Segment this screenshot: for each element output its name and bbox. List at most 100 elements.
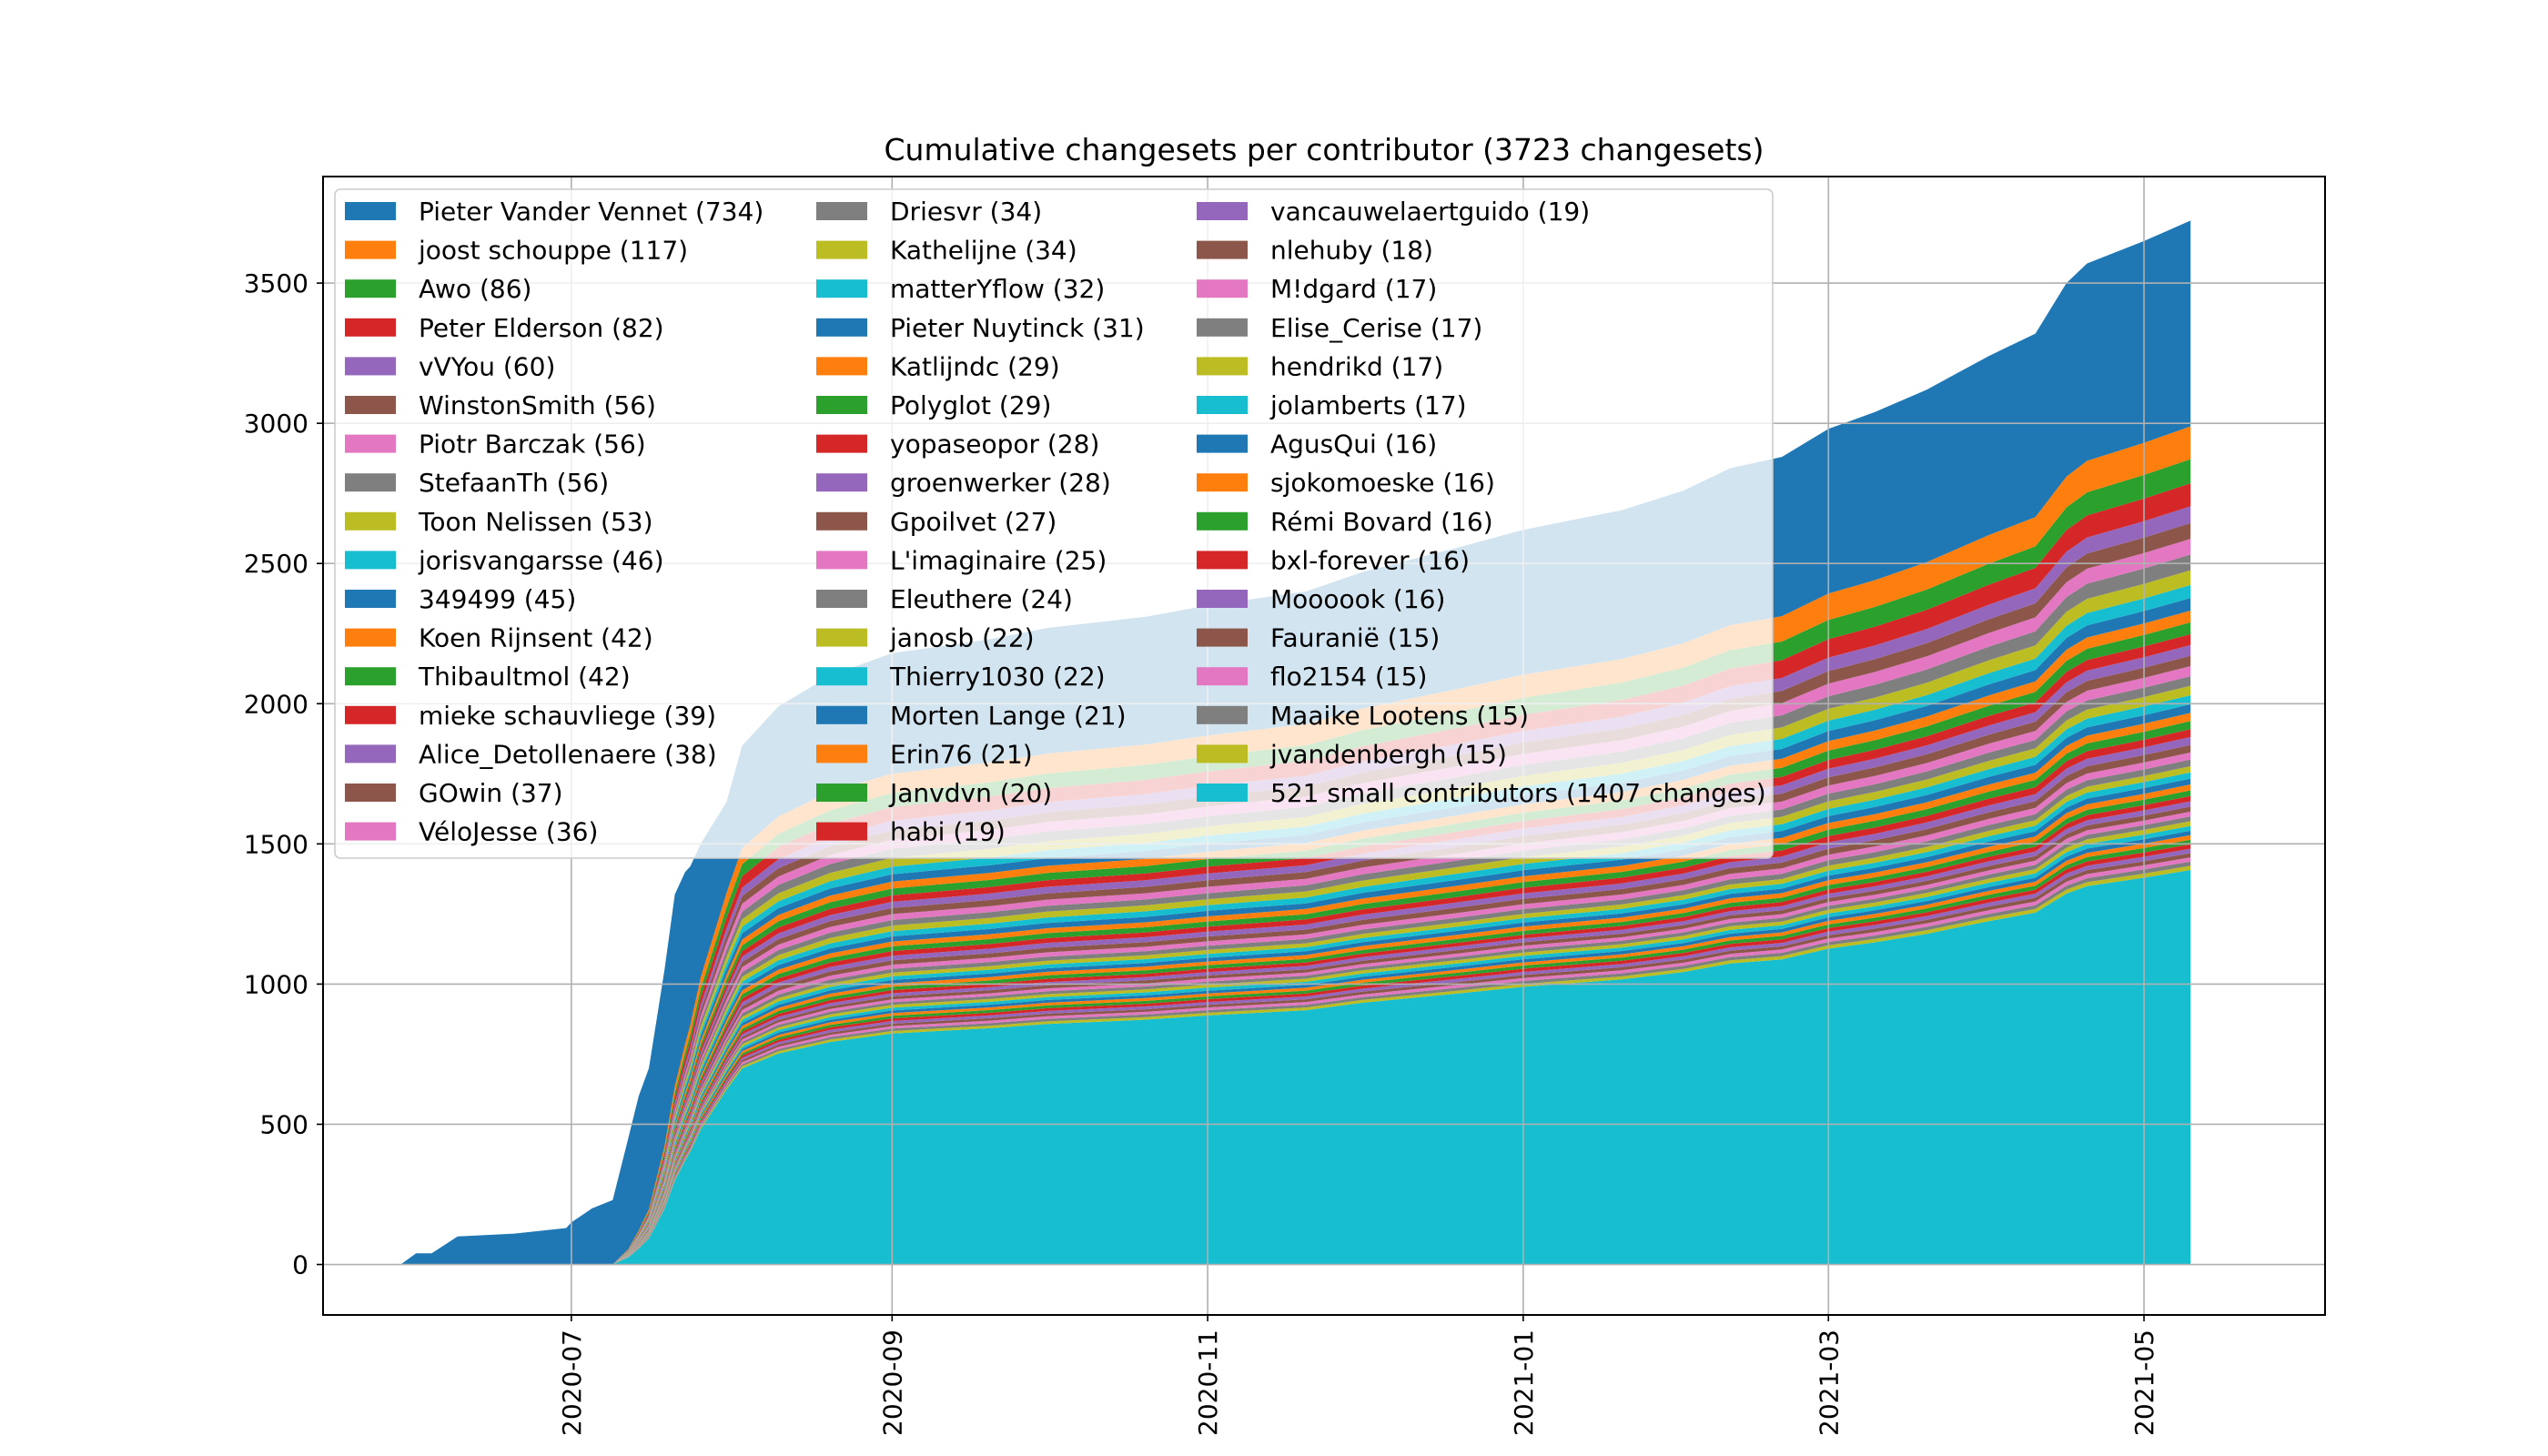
legend-swatch	[1197, 434, 1248, 453]
y-tick-label: 3000	[244, 409, 308, 439]
legend-label: Moooook (16)	[1270, 584, 1445, 614]
legend-swatch	[1197, 396, 1248, 414]
legend-swatch	[345, 551, 396, 570]
legend-label: nlehuby (18)	[1270, 236, 1433, 266]
legend-label: Elise_Cerise (17)	[1270, 313, 1482, 343]
legend-label: WinstonSmith (56)	[419, 390, 656, 420]
legend-label: 521 small contributors (1407 changes)	[1270, 778, 1766, 808]
x-tick-label: 2021-01	[1509, 1330, 1539, 1436]
legend-label: Morten Lange (21)	[890, 701, 1127, 731]
legend-swatch	[345, 744, 396, 763]
x-tick-label: 2020-07	[557, 1330, 587, 1436]
legend-swatch	[816, 551, 867, 570]
legend-label: hendrikd (17)	[1270, 351, 1443, 381]
legend-label: jorisvangarsse (46)	[418, 545, 664, 575]
legend-swatch	[345, 822, 396, 841]
legend-label: mieke schauvliege (39)	[419, 701, 716, 731]
legend-label: Janvdvn (20)	[888, 778, 1052, 808]
legend-swatch	[1197, 667, 1248, 686]
legend-label: vVYou (60)	[419, 351, 555, 381]
legend-label: joost schouppe (117)	[418, 236, 688, 266]
legend-label: VéloJesse (36)	[419, 817, 598, 847]
y-axis: 0 500 1000 1500 2000 2500 3000 3500	[244, 268, 323, 1280]
legend-box	[334, 188, 1774, 859]
legend-swatch	[345, 511, 396, 531]
legend-label: 349499 (45)	[419, 584, 576, 614]
legend-label: Maaike Lootens (15)	[1270, 701, 1529, 731]
y-tick-label: 3500	[244, 268, 308, 298]
legend-label: Koen Rijnsent (42)	[419, 623, 653, 653]
x-tick-label: 2020-09	[877, 1330, 907, 1436]
legend-swatch	[816, 784, 867, 802]
legend-label: Driesvr (34)	[890, 197, 1042, 227]
legend-label: Rémi Bovard (16)	[1270, 507, 1493, 537]
legend-label: groenwerker (28)	[890, 468, 1111, 498]
legend-swatch	[345, 434, 396, 453]
legend-swatch	[816, 240, 867, 259]
legend-swatch	[345, 318, 396, 337]
legend-swatch	[816, 628, 867, 647]
legend-label: Alice_Detollenaere (38)	[419, 739, 717, 769]
legend-swatch	[1197, 705, 1248, 724]
legend-swatch	[345, 396, 396, 414]
legend-swatch	[1197, 279, 1248, 298]
legend-swatch	[816, 667, 867, 686]
legend-label: flo2154 (15)	[1270, 662, 1427, 692]
legend-swatch	[816, 590, 867, 608]
legend-swatch	[1197, 784, 1248, 802]
y-tick-label: 500	[260, 1109, 308, 1139]
legend-swatch	[816, 705, 867, 724]
legend-swatch	[345, 667, 396, 686]
legend-label: Pieter Nuytinck (31)	[890, 313, 1145, 343]
x-tick-label: 2021-03	[1814, 1330, 1844, 1436]
legend: Pieter Vander Vennet (734) joost schouppe…	[334, 188, 1774, 859]
area-521-small-contributors	[400, 870, 2191, 1265]
legend-label: habi (19)	[890, 817, 1006, 847]
legend-label: janosb (22)	[889, 623, 1035, 653]
legend-label: Eleuthere (24)	[890, 584, 1073, 614]
legend-label: Pieter Vander Vennet (734)	[419, 197, 763, 227]
chart-title: Cumulative changesets per contributor (3…	[885, 132, 1764, 167]
legend-swatch	[1197, 744, 1248, 763]
legend-swatch	[816, 822, 867, 841]
legend-swatch	[816, 202, 867, 220]
legend-swatch	[345, 628, 396, 647]
legend-label: StefaanTh (56)	[419, 468, 609, 498]
legend-label: jvandenbergh (15)	[1269, 739, 1507, 769]
legend-swatch	[1197, 473, 1248, 492]
legend-swatch	[1197, 628, 1248, 647]
y-tick-label: 2500	[244, 549, 308, 579]
legend-swatch	[345, 705, 396, 724]
legend-label: vancauwelaertguido (19)	[1270, 197, 1590, 227]
legend-label: Toon Nelissen (53)	[418, 507, 653, 537]
legend-swatch	[816, 279, 867, 298]
legend-swatch	[816, 357, 867, 376]
y-tick-label: 2000	[244, 689, 308, 719]
legend-label: Gpoilvet (27)	[890, 507, 1057, 537]
y-tick-label: 1500	[244, 829, 308, 859]
legend-label: Thierry1030 (22)	[889, 662, 1106, 692]
legend-swatch	[345, 473, 396, 492]
legend-swatch	[816, 744, 867, 763]
legend-label: L'imaginaire (25)	[890, 545, 1107, 575]
legend-label: Kathelijne (34)	[890, 236, 1077, 266]
legend-swatch	[1197, 551, 1248, 570]
legend-swatch	[1197, 357, 1248, 376]
legend-swatch	[816, 396, 867, 414]
legend-label: Katlijndc (29)	[890, 351, 1060, 381]
x-tick-label: 2021-05	[2129, 1330, 2159, 1436]
legend-swatch	[345, 590, 396, 608]
legend-label: Awo (86)	[419, 274, 531, 304]
legend-label: bxl-forever (16)	[1270, 545, 1470, 575]
legend-label: sjokomoeske (16)	[1270, 468, 1495, 498]
y-tick-label: 0	[292, 1250, 308, 1280]
legend-label: jolamberts (17)	[1269, 390, 1467, 420]
legend-swatch	[816, 434, 867, 453]
legend-label: Erin76 (21)	[890, 739, 1033, 769]
legend-swatch	[816, 511, 867, 531]
x-tick-label: 2020-11	[1193, 1330, 1223, 1436]
legend-label: Peter Elderson (82)	[419, 313, 664, 343]
legend-swatch	[345, 357, 396, 376]
legend-label: GOwin (37)	[419, 778, 563, 808]
